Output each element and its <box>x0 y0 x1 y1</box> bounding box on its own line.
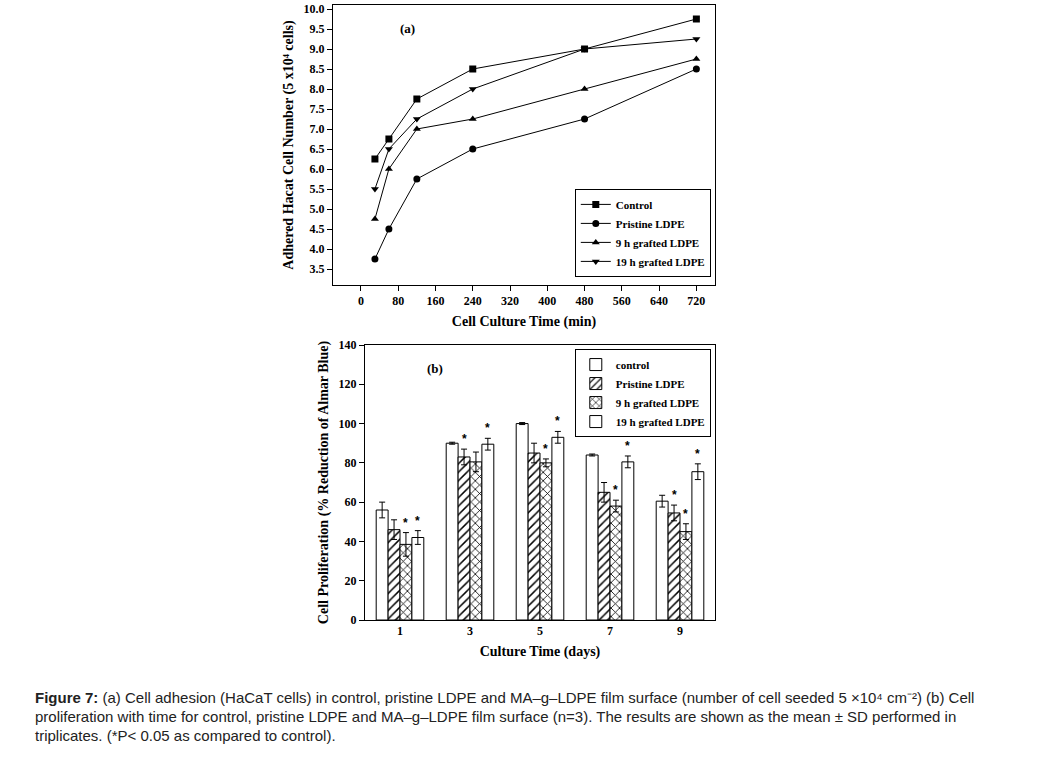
svg-text:10.0: 10.0 <box>304 2 325 16</box>
svg-text:9.5: 9.5 <box>310 22 325 36</box>
svg-text:*: * <box>462 432 467 446</box>
svg-text:9 h grafted LDPE: 9 h grafted LDPE <box>616 397 699 409</box>
svg-text:5: 5 <box>537 624 543 638</box>
svg-text:60: 60 <box>345 495 357 509</box>
svg-text:320: 320 <box>501 294 519 308</box>
svg-text:Cell Culture Time (min): Cell Culture Time (min) <box>452 314 597 330</box>
svg-text:8.0: 8.0 <box>310 82 325 96</box>
svg-text:19 h grafted LDPE: 19 h grafted LDPE <box>616 256 705 268</box>
svg-text:1: 1 <box>397 624 403 638</box>
svg-text:160: 160 <box>426 294 444 308</box>
svg-text:120: 120 <box>339 377 357 391</box>
svg-text:140: 140 <box>339 338 357 352</box>
svg-text:9.0: 9.0 <box>310 42 325 56</box>
svg-text:100: 100 <box>339 417 357 431</box>
svg-text:4.0: 4.0 <box>310 242 325 256</box>
svg-text:480: 480 <box>576 294 594 308</box>
svg-text:(a): (a) <box>400 21 415 36</box>
svg-text:(b): (b) <box>427 361 443 376</box>
svg-text:*: * <box>625 439 630 453</box>
svg-text:80: 80 <box>345 456 357 470</box>
svg-text:8.5: 8.5 <box>310 62 325 76</box>
svg-text:*: * <box>415 514 420 528</box>
svg-text:7: 7 <box>607 624 613 638</box>
svg-text:Adhered Hacat Cell Number (5 x: Adhered Hacat Cell Number (5 x10⁴ cells) <box>281 20 297 270</box>
svg-text:*: * <box>485 421 490 435</box>
svg-text:*: * <box>403 516 408 530</box>
svg-text:5.0: 5.0 <box>310 202 325 216</box>
svg-text:400: 400 <box>538 294 556 308</box>
svg-text:Culture Time (days): Culture Time (days) <box>480 644 601 660</box>
svg-text:0: 0 <box>351 613 357 627</box>
html-text:Figure 7: (a) Cell adhesion (H: Figure 7: (a) Cell adhesion (HaCaT cells… <box>35 689 975 744</box>
svg-text:7.5: 7.5 <box>310 102 325 116</box>
svg-text:3: 3 <box>467 624 473 638</box>
svg-text:560: 560 <box>613 294 631 308</box>
svg-text:4.5: 4.5 <box>310 222 325 236</box>
svg-text:Control: Control <box>616 199 652 211</box>
svg-text:640: 640 <box>650 294 668 308</box>
svg-text:*: * <box>672 488 677 502</box>
svg-text:20: 20 <box>345 574 357 588</box>
svg-text:240: 240 <box>464 294 482 308</box>
svg-text:40: 40 <box>345 535 357 549</box>
svg-text:*: * <box>543 442 548 456</box>
svg-text:9: 9 <box>677 624 683 638</box>
svg-text:720: 720 <box>687 294 705 308</box>
svg-text:control: control <box>616 359 649 371</box>
svg-text:19 h grafted LDPE: 19 h grafted LDPE <box>616 416 705 428</box>
svg-text:Pristine LDPE: Pristine LDPE <box>616 218 685 230</box>
svg-text:*: * <box>555 414 560 428</box>
svg-text:Cell Proliferation (% Reductio: Cell Proliferation (% Reduction of Almar… <box>316 340 332 624</box>
svg-text:9 h grafted LDPE: 9 h grafted LDPE <box>616 237 699 249</box>
svg-text:*: * <box>613 483 618 497</box>
svg-text:5.5: 5.5 <box>310 182 325 196</box>
svg-text:6.0: 6.0 <box>310 162 325 176</box>
svg-text:0: 0 <box>358 294 364 308</box>
svg-text:*: * <box>683 507 688 521</box>
svg-text:80: 80 <box>392 294 404 308</box>
svg-text:6.5: 6.5 <box>310 142 325 156</box>
svg-text:7.0: 7.0 <box>310 122 325 136</box>
svg-text:*: * <box>695 447 700 461</box>
svg-text:Pristine LDPE: Pristine LDPE <box>616 378 685 390</box>
svg-text:3.5: 3.5 <box>310 262 325 276</box>
